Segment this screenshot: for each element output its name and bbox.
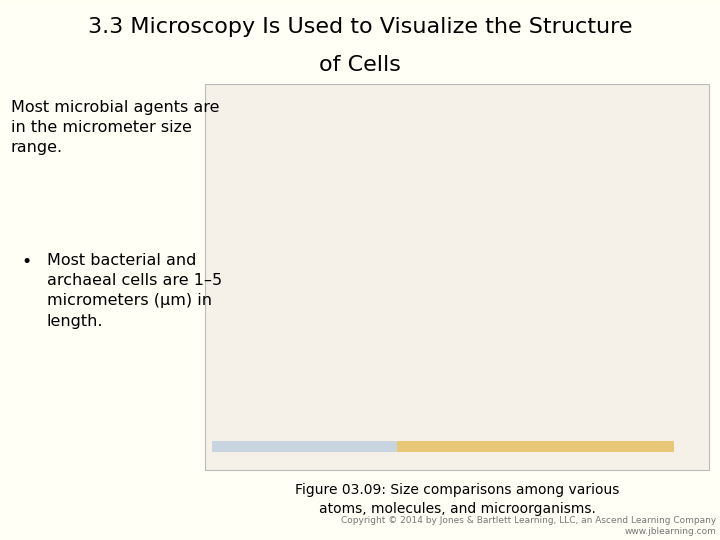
Bar	[0, 1, 720, 2]
Bar	[0, 1, 720, 2]
Bar	[0, 0, 720, 1]
Bar	[0, 1, 720, 2]
Bar	[0, 0, 720, 1]
Bar	[0, 1, 720, 2]
Text: 3.3 Microscopy Is Used to Visualize the Structure: 3.3 Microscopy Is Used to Visualize the …	[88, 17, 632, 37]
Bar	[0, 1, 720, 2]
Bar	[0, 1, 720, 2]
Bar	[0, 0, 720, 1]
FancyBboxPatch shape	[397, 441, 674, 451]
Bar	[0, 0, 720, 1]
Bar	[0, 1, 720, 2]
Bar	[0, 1, 720, 2]
Bar	[0, 1, 720, 2]
Bar	[0, 1, 720, 2]
Bar	[0, 1, 720, 2]
Bar	[0, 1, 720, 2]
Bar	[0, 0, 720, 1]
Bar	[0, 1, 720, 2]
Bar	[0, 1, 720, 2]
Bar	[0, 0, 720, 1]
Bar	[0, 1, 720, 2]
Bar	[0, 1, 720, 2]
Bar	[0, 0, 720, 1]
Bar	[0, 1, 720, 2]
Text: Copyright © 2014 by Jones & Bartlett Learning, LLC, an Ascend Learning Company
w: Copyright © 2014 by Jones & Bartlett Lea…	[341, 516, 716, 536]
Bar	[0, 1, 720, 2]
FancyBboxPatch shape	[212, 441, 439, 451]
Bar	[0, 1, 720, 2]
Bar	[0, 0, 720, 1]
Bar	[0, 1, 720, 2]
Bar	[0, 1, 720, 2]
Bar	[0, 1, 720, 2]
Bar	[0, 1, 720, 2]
Text: of Cells: of Cells	[319, 55, 401, 75]
Bar	[0, 0, 720, 1]
Bar	[0, 0, 720, 1]
Bar	[0, 1, 720, 2]
Bar	[0, 1, 720, 2]
Bar	[0, 1, 720, 2]
Bar	[0, 1, 720, 2]
Bar	[0, 1, 720, 2]
Bar	[0, 1, 720, 2]
Bar	[0, 1, 720, 2]
Bar	[0, 1, 720, 2]
Bar	[0, 1, 720, 2]
Bar	[0, 1, 720, 2]
Bar	[0, 1, 720, 2]
Bar	[0, 1, 720, 2]
Bar	[0, 1, 720, 2]
Text: Most microbial agents are
in the micrometer size
range.: Most microbial agents are in the microme…	[11, 100, 220, 156]
Bar	[0, 1, 720, 2]
Bar	[0, 1, 720, 2]
Bar	[0, 0, 720, 1]
Bar	[0, 1, 720, 2]
Bar	[0, 1, 720, 2]
Bar	[0, 0, 720, 1]
Bar	[0, 1, 720, 2]
Bar	[0, 0, 720, 1]
Bar	[0, 1, 720, 2]
Bar	[0, 1, 720, 2]
Bar	[0, 1, 720, 2]
Text: Figure 03.09: Size comparisons among various
atoms, molecules, and microorganism: Figure 03.09: Size comparisons among var…	[295, 483, 619, 516]
Bar	[0, 1, 720, 2]
Bar	[0, 0, 720, 1]
FancyBboxPatch shape	[205, 84, 709, 470]
Bar	[0, 0, 720, 1]
Bar	[0, 1, 720, 2]
Bar	[0, 1, 720, 2]
Bar	[0, 0, 720, 1]
Bar	[0, 0, 720, 1]
Bar	[0, 0, 720, 1]
Bar	[0, 0, 720, 1]
Bar	[0, 1, 720, 2]
Text: •: •	[22, 253, 32, 271]
Bar	[0, 1, 720, 2]
Bar	[0, 1, 720, 2]
Bar	[0, 0, 720, 1]
Bar	[0, 1, 720, 2]
Bar	[0, 1, 720, 2]
Bar	[0, 1, 720, 2]
Bar	[0, 1, 720, 2]
Bar	[0, 1, 720, 2]
Text: Most bacterial and
archaeal cells are 1–5
micrometers (μm) in
length.: Most bacterial and archaeal cells are 1–…	[47, 253, 222, 329]
Bar	[0, 1, 720, 2]
Bar	[0, 0, 720, 1]
